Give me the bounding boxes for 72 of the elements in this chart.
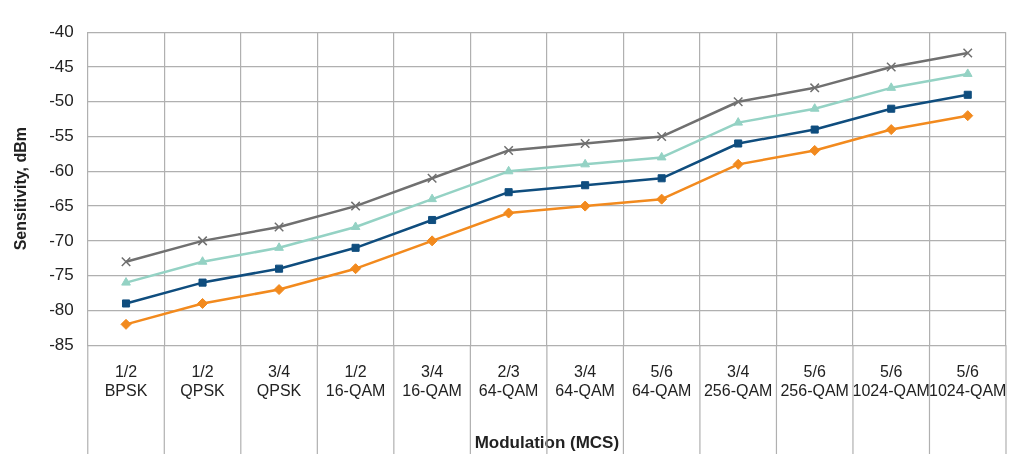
point: [732, 158, 744, 170]
point: [962, 68, 973, 77]
point: [274, 221, 285, 232]
point: [350, 221, 361, 230]
point: [351, 243, 360, 252]
x-axis-title: Modulation (MCS): [474, 433, 620, 453]
point: [427, 173, 438, 184]
point: [656, 193, 668, 205]
point: [120, 318, 132, 330]
point: [581, 181, 590, 190]
point: [810, 125, 819, 134]
x-tick-label: 5/6 64-QAM: [631, 363, 692, 400]
point: [656, 151, 667, 161]
point: [809, 82, 820, 93]
x-tick-label: 3/4 QPSK: [256, 363, 302, 400]
y-tick-label: -40: [49, 21, 74, 41]
point: [886, 82, 897, 91]
point: [427, 193, 437, 203]
point: [274, 242, 284, 251]
x-tick-label: 3/4 16-QAM: [402, 363, 462, 400]
point: [962, 110, 974, 122]
x-tick-label: 5/6 1024-QAM: [929, 363, 1007, 400]
y-tick-label: -75: [49, 265, 74, 285]
y-tick-label: -70: [49, 230, 74, 250]
point: [503, 207, 515, 219]
y-tick-label: -85: [49, 334, 74, 354]
point: [579, 200, 591, 212]
point: [121, 277, 131, 286]
point: [197, 297, 209, 309]
point: [428, 215, 437, 225]
point: [275, 264, 284, 273]
point: [426, 235, 438, 247]
point: [503, 145, 514, 156]
point: [809, 144, 821, 156]
point: [121, 299, 131, 308]
point: [657, 174, 666, 183]
point: [580, 158, 590, 168]
x-tick-label: 5/6 1024-QAM: [852, 363, 930, 400]
x-tick-label: 2/3 64-QAM: [478, 363, 539, 400]
y-tick-label: -80: [49, 300, 74, 320]
point: [580, 138, 591, 149]
point: [734, 139, 743, 148]
x-tick-label: 1/2 16-QAM: [325, 363, 386, 400]
point: [885, 124, 897, 136]
point: [350, 263, 362, 275]
point: [887, 104, 896, 113]
point: [733, 96, 744, 107]
x-tick-label: 1/2 BPSK: [104, 363, 148, 400]
point: [504, 188, 513, 197]
y-tick-label: -55: [49, 126, 74, 146]
x-tick-label: 1/2 QPSK: [180, 363, 226, 400]
y-tick-label: -60: [49, 161, 74, 180]
y-axis-title: Sensitivity, dBm: [12, 127, 30, 251]
y-tick-label: -50: [49, 91, 74, 111]
x-tick-label: 3/4 256-QAM: [703, 363, 773, 400]
point: [198, 278, 207, 287]
point: [197, 256, 208, 265]
y-tick-label: -45: [49, 56, 74, 76]
point: [733, 117, 744, 126]
point: [350, 201, 361, 212]
x-tick-label: 3/4 64-QAM: [555, 363, 615, 400]
point: [656, 131, 667, 142]
point: [197, 235, 208, 246]
y-tick-label: -65: [49, 195, 74, 215]
point: [503, 165, 514, 175]
point: [121, 256, 132, 267]
point: [273, 284, 285, 296]
point: [809, 103, 820, 112]
point: [962, 48, 973, 59]
point: [963, 90, 972, 99]
point: [886, 61, 897, 72]
x-tick-label: 5/6 256-QAM: [780, 363, 849, 400]
